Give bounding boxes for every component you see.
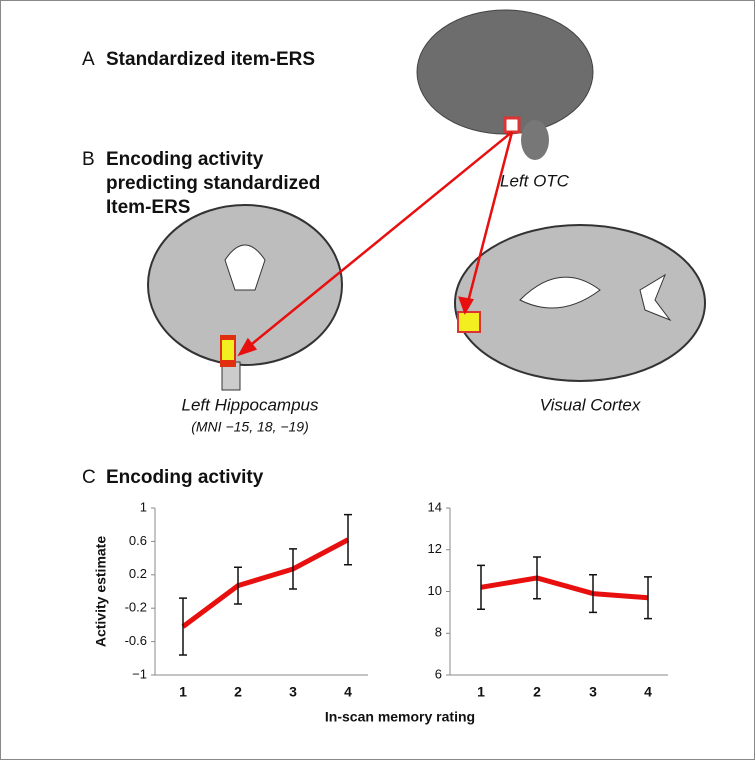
- panel-title: Standardized item-ERS: [106, 49, 315, 70]
- error-bar: [589, 574, 597, 614]
- error-bar: [344, 513, 352, 566]
- y-tick-label: -0.6: [125, 633, 147, 648]
- y-tick-label: 0.2: [129, 566, 147, 581]
- panel-label: B: [82, 149, 95, 170]
- region-label: Left OTC: [500, 171, 570, 190]
- error-bar: [289, 548, 297, 590]
- y-tick-label: 6: [435, 666, 442, 681]
- x-tick-label: 3: [289, 684, 297, 700]
- panel-title: predicting standardized: [106, 173, 320, 194]
- region-label: (MNI −15, 18, −19): [191, 419, 309, 435]
- y-tick-label: −1: [132, 666, 147, 681]
- error-bar: [533, 556, 541, 600]
- error-bar: [179, 597, 187, 656]
- x-tick-label: 1: [179, 684, 187, 700]
- x-tick-label: 4: [644, 684, 652, 700]
- panel-label: A: [82, 49, 95, 70]
- panel-title: Encoding activity: [106, 149, 264, 170]
- panel-title: Encoding activity: [106, 467, 264, 488]
- y-tick-label: -0.2: [125, 600, 147, 615]
- y-axis-label: Activity estimate: [93, 536, 109, 647]
- x-tick-label: 1: [477, 684, 485, 700]
- y-tick-label: 10: [428, 583, 442, 598]
- panel-title: Item-ERS: [106, 197, 190, 218]
- error-bar: [644, 576, 652, 620]
- brain-axial: [454, 224, 706, 382]
- data-line: [480, 575, 649, 601]
- y-tick-label: 8: [435, 625, 442, 640]
- panel-label: C: [82, 467, 96, 488]
- y-tick-label: 1: [140, 499, 147, 514]
- error-bar: [477, 564, 485, 610]
- y-tick-label: 0.6: [129, 533, 147, 548]
- x-tick-label: 4: [344, 684, 352, 700]
- error-bar: [234, 566, 242, 605]
- y-tick-label: 12: [428, 541, 442, 556]
- region-label: Visual Cortex: [540, 395, 641, 414]
- x-tick-label: 2: [234, 684, 242, 700]
- region-label: Left Hippocampus: [181, 395, 319, 414]
- brain-coronal: [147, 204, 343, 391]
- y-tick-label: 14: [428, 499, 442, 514]
- x-tick-label: 2: [533, 684, 541, 700]
- data-line: [181, 537, 350, 629]
- brain-lateral: [416, 9, 594, 160]
- x-axis-label: In-scan memory rating: [325, 709, 475, 725]
- x-tick-label: 3: [589, 684, 597, 700]
- arrows: [237, 131, 514, 357]
